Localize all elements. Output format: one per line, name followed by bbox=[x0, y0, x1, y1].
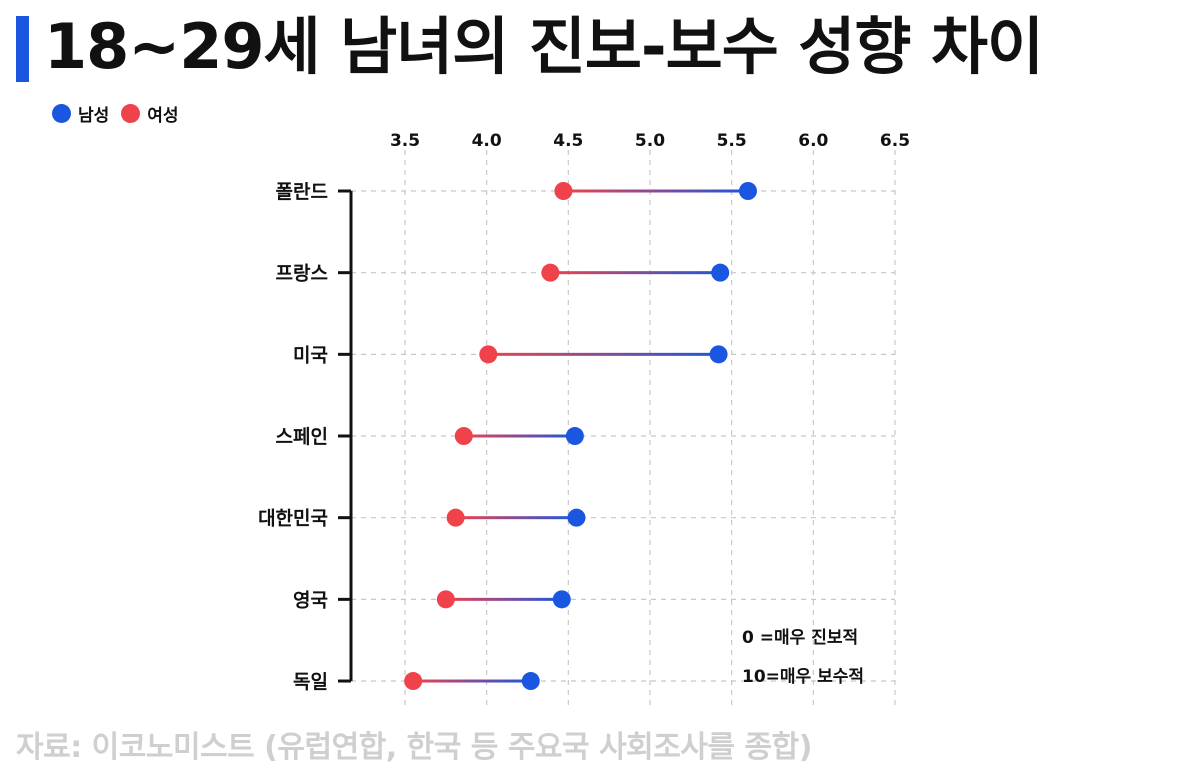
female-point bbox=[554, 182, 573, 200]
x-tick-label: 3.5 bbox=[390, 131, 420, 151]
range-segment bbox=[550, 271, 721, 275]
female-point bbox=[541, 263, 560, 282]
legend-item-male: 남성 bbox=[52, 101, 109, 126]
female-point bbox=[479, 345, 498, 364]
range-segment bbox=[413, 679, 531, 683]
category-label: 미국 bbox=[293, 344, 328, 366]
male-point bbox=[565, 427, 584, 446]
note-conservative: 10=매우 보수적 bbox=[742, 667, 864, 687]
male-point bbox=[711, 263, 730, 282]
category-label: 스페인 bbox=[276, 426, 328, 448]
category-label: 프랑스 bbox=[276, 263, 328, 285]
female-point bbox=[436, 590, 455, 609]
category-label: 폴란드 bbox=[276, 181, 328, 203]
x-tick-label: 6.0 bbox=[798, 131, 828, 151]
note-progressive: 0 =매우 진보적 bbox=[742, 628, 858, 648]
legend-label-male: 남성 bbox=[78, 106, 110, 126]
legend-item-female: 여성 bbox=[121, 101, 179, 126]
legend-dot-male bbox=[52, 104, 71, 123]
range-segment bbox=[488, 352, 719, 356]
female-point bbox=[404, 672, 423, 691]
male-point bbox=[738, 182, 757, 200]
legend: 남성 여성 bbox=[52, 101, 191, 126]
male-point bbox=[709, 345, 728, 364]
category-label: 영국 bbox=[293, 589, 328, 611]
legend-label-female: 여성 bbox=[147, 106, 179, 126]
legend-dot-female bbox=[121, 104, 141, 123]
male-point bbox=[567, 508, 586, 527]
category-label: 독일 bbox=[293, 671, 328, 693]
x-tick-label: 5.5 bbox=[717, 131, 747, 151]
x-tick-label: 4.5 bbox=[553, 131, 583, 151]
title-accent-bar bbox=[16, 16, 29, 82]
female-point bbox=[454, 427, 473, 446]
x-tick-label: 5.0 bbox=[635, 131, 665, 151]
category-label: 대한민국 bbox=[258, 508, 328, 530]
female-point bbox=[446, 508, 465, 527]
range-segment bbox=[445, 597, 562, 601]
male-point bbox=[521, 672, 540, 691]
source-caption: 자료: 이코노미스트 (유럽연합, 한국 등 주요국 사회조사를 종합) bbox=[16, 730, 812, 765]
range-segment bbox=[455, 516, 577, 520]
x-tick-label: 6.5 bbox=[880, 131, 910, 151]
x-tick-label: 4.0 bbox=[472, 131, 502, 151]
range-segment bbox=[563, 189, 748, 193]
chart-title: 18~29세 남녀의 진보-보수 성향 차이 bbox=[44, 10, 1044, 83]
range-segment bbox=[463, 434, 575, 438]
male-point bbox=[552, 590, 571, 609]
